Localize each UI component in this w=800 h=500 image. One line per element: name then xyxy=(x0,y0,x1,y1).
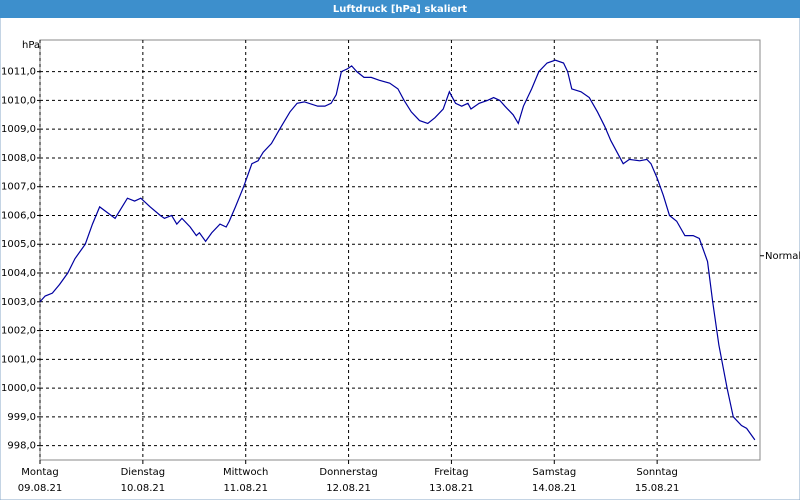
y-tick-label: 1005,0 xyxy=(1,239,36,250)
y-tick-label: 1000,0 xyxy=(1,383,36,394)
x-tick-label: Montag xyxy=(21,467,58,478)
data-line xyxy=(39,59,756,441)
x-tick-date: 13.08.21 xyxy=(429,483,474,494)
x-tick-label: Dienstag xyxy=(121,467,166,478)
y-tick-label: 999,0 xyxy=(7,412,36,423)
x-tick-label: Samstag xyxy=(532,467,576,478)
title-bar xyxy=(0,0,800,18)
y-tick-label: 1001,0 xyxy=(1,354,36,365)
y-tick-label: 1007,0 xyxy=(1,182,36,193)
y-tick-label: 1002,0 xyxy=(1,326,36,337)
x-tick-date: 11.08.21 xyxy=(223,483,268,494)
y-axis-label: hPa xyxy=(22,40,40,51)
x-tick-date: 12.08.21 xyxy=(326,483,371,494)
chart-title: Luftdruck [hPa] skaliert xyxy=(333,4,467,15)
y-tick-label: 1008,0 xyxy=(1,153,36,164)
y-tick-label: 1004,0 xyxy=(1,268,36,279)
y-tick-label: 1006,0 xyxy=(1,210,36,221)
x-tick-date: 15.08.21 xyxy=(635,483,680,494)
x-tick-date: 14.08.21 xyxy=(532,483,577,494)
y-tick-label: 1003,0 xyxy=(1,297,36,308)
y-tick-label: 1011,0 xyxy=(1,67,36,78)
x-tick-date: 10.08.21 xyxy=(121,483,166,494)
x-tick-label: Sonntag xyxy=(636,467,678,478)
normal-label: Normal xyxy=(765,251,800,262)
x-tick-label: Freitag xyxy=(434,467,468,478)
y-tick-label: 1009,0 xyxy=(1,124,36,135)
x-tick-label: Donnerstag xyxy=(319,467,377,478)
y-tick-label: 998,0 xyxy=(7,441,36,452)
x-tick-date: 09.08.21 xyxy=(18,483,63,494)
x-tick-label: Mittwoch xyxy=(223,467,268,478)
y-tick-label: 1010,0 xyxy=(1,95,36,106)
